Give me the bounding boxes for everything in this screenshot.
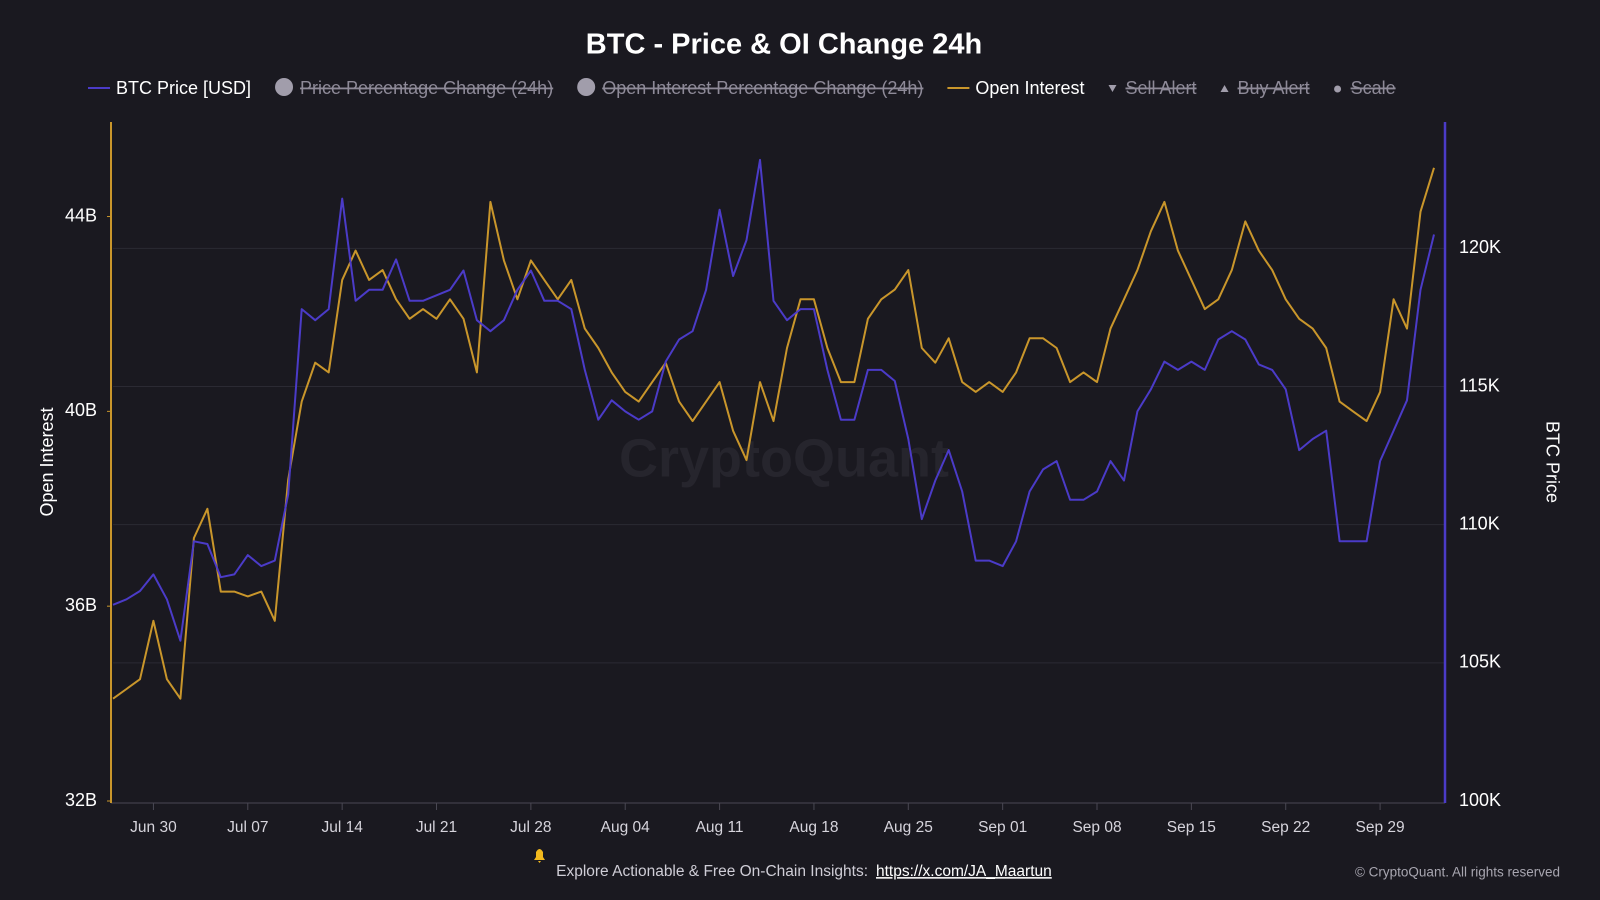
x-tick-label: Jun 30 <box>130 819 177 836</box>
y-tick-label: 40B <box>65 400 97 420</box>
y2-tick-label: 120K <box>1459 237 1501 257</box>
x-tick-label: Sep 22 <box>1261 819 1310 836</box>
y2-tick-label: 105K <box>1459 652 1501 672</box>
y2-axis-title: BTC Price <box>1542 421 1562 503</box>
chart-title: BTC - Price & OI Change 24h <box>586 29 982 61</box>
watermark: CryptoQuant <box>619 428 949 488</box>
bell-icon <box>534 849 545 863</box>
y-axis-title: Open Interest <box>37 407 57 516</box>
legend-swatch <box>577 78 596 96</box>
legend-item[interactable]: Sell Alert <box>1108 78 1197 98</box>
footer-link[interactable]: https://x.com/JA_Maartun <box>876 863 1052 880</box>
y-tick-label: 36B <box>65 595 97 615</box>
x-tick-label: Sep 15 <box>1167 819 1216 836</box>
legend-item[interactable]: Buy Alert <box>1220 78 1310 98</box>
legend-label: Scale <box>1351 78 1396 98</box>
legend-swatch <box>275 78 294 96</box>
legend-item[interactable]: Open Interest <box>947 78 1084 98</box>
x-tick-label: Sep 29 <box>1356 819 1405 836</box>
legend-swatch <box>1220 85 1229 92</box>
legend-item[interactable]: BTC Price [USD] <box>88 78 251 98</box>
y-tick-label: 32B <box>65 790 97 810</box>
copyright: © CryptoQuant. All rights reserved <box>1355 865 1560 880</box>
y2-tick-label: 115K <box>1459 375 1500 395</box>
legend-label: Price Percentage Change (24h) <box>300 78 553 98</box>
x-tick-label: Jul 14 <box>321 819 363 836</box>
x-tick-label: Sep 01 <box>978 819 1027 836</box>
legend-item[interactable]: Open Interest Percentage Change (24h) <box>577 78 923 98</box>
legend-label: Open Interest Percentage Change (24h) <box>602 78 923 98</box>
legend-item[interactable]: Price Percentage Change (24h) <box>275 78 553 98</box>
footer-text: Explore Actionable & Free On-Chain Insig… <box>556 863 868 880</box>
x-tick-label: Aug 18 <box>789 819 838 836</box>
x-tick-label: Jul 21 <box>416 819 457 836</box>
legend-swatch <box>1334 85 1342 93</box>
x-tick-label: Aug 25 <box>884 819 933 836</box>
data-line <box>112 158 1435 642</box>
x-tick-label: Sep 08 <box>1072 819 1121 836</box>
legend-label: BTC Price [USD] <box>116 78 251 98</box>
legend-label: Open Interest <box>975 78 1084 98</box>
x-tick-label: Jul 28 <box>510 819 551 836</box>
legend-label: Sell Alert <box>1125 78 1196 98</box>
legend-label: Buy Alert <box>1238 78 1310 98</box>
x-tick-label: Aug 11 <box>696 819 744 836</box>
y2-tick-label: 100K <box>1459 790 1501 810</box>
legend-swatch <box>1108 85 1117 92</box>
y2-tick-label: 110K <box>1459 513 1500 533</box>
legend-item[interactable]: Scale <box>1334 78 1396 98</box>
y-tick-label: 44B <box>65 205 97 225</box>
x-tick-label: Aug 04 <box>601 819 651 836</box>
x-tick-label: Jul 07 <box>227 819 268 836</box>
data-line <box>112 167 1435 700</box>
